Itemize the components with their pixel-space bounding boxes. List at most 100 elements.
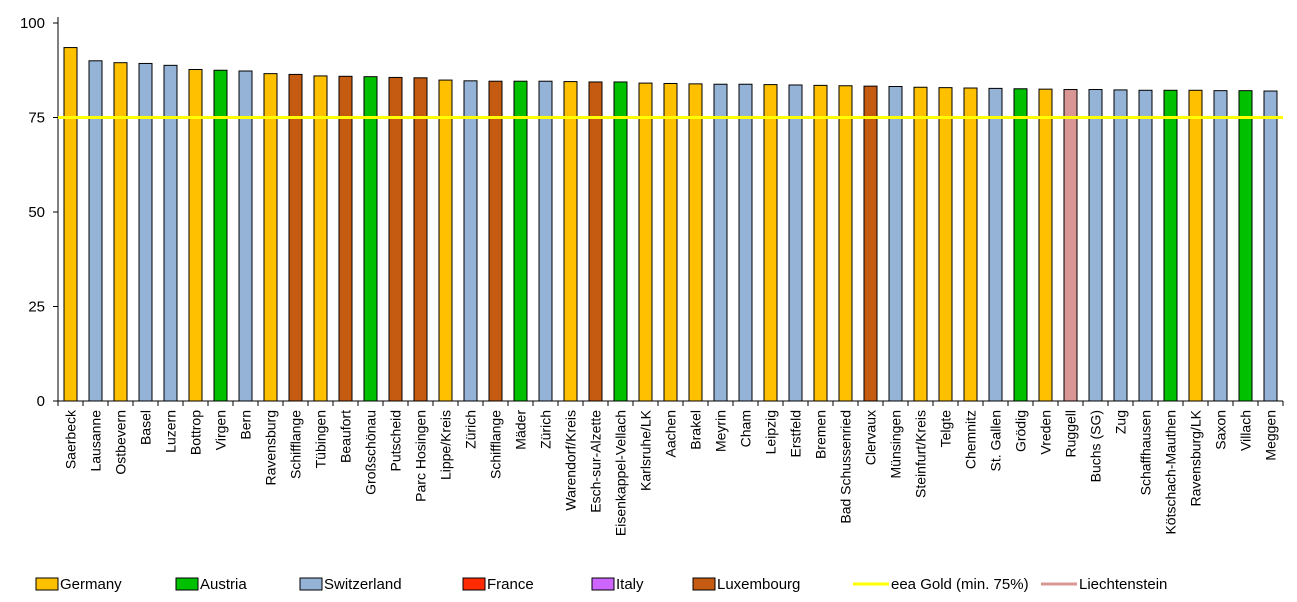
legend-swatch bbox=[692, 577, 716, 591]
x-tick-label: Lippe/Kreis bbox=[438, 410, 454, 480]
bar bbox=[463, 80, 478, 402]
legend-label: eea Gold (min. 75%) bbox=[891, 576, 1029, 593]
x-tick-label: Saxon bbox=[1213, 410, 1229, 450]
x-tick-label: Leipzig bbox=[763, 410, 779, 454]
x-tick-label: Bottrop bbox=[188, 410, 204, 455]
legend-swatch bbox=[591, 577, 615, 591]
x-tick-label: Münsingen bbox=[888, 410, 904, 479]
bar bbox=[88, 60, 103, 402]
bar bbox=[863, 85, 878, 402]
x-tick-label: Saerbeck bbox=[63, 409, 79, 469]
x-tick-label: Warendorf/Kreis bbox=[563, 410, 579, 511]
bar bbox=[363, 76, 378, 402]
x-tick-label: Schifflange bbox=[488, 410, 504, 479]
legend-item: Austria bbox=[175, 576, 247, 593]
x-tick-label: Kötschach-Mauthen bbox=[1163, 410, 1179, 535]
y-axis: 0 25 50 75 100 bbox=[20, 15, 59, 410]
x-tick-label: Aachen bbox=[663, 410, 679, 457]
x-tick-label: Ravensburg/LK bbox=[1188, 409, 1204, 506]
bar bbox=[713, 83, 728, 402]
bar bbox=[1238, 90, 1253, 402]
legend-item: eea Gold (min. 75%) bbox=[853, 576, 1029, 593]
y-tick-label: 100 bbox=[20, 15, 45, 32]
legend-label: Liechtenstein bbox=[1079, 576, 1167, 593]
bar bbox=[1188, 89, 1203, 402]
legend-item: Luxembourg bbox=[692, 576, 800, 593]
legend-label: Austria bbox=[200, 576, 247, 593]
x-tick-label: Zug bbox=[1113, 410, 1129, 434]
bar bbox=[1013, 88, 1028, 402]
bar bbox=[288, 73, 303, 402]
x-tick-label: Bremen bbox=[813, 410, 829, 459]
bar bbox=[213, 69, 228, 402]
legend-label: Switzerland bbox=[324, 576, 402, 593]
bar bbox=[313, 75, 328, 402]
bar bbox=[63, 47, 78, 402]
bar bbox=[513, 80, 528, 402]
x-tick-label: Ostbevern bbox=[113, 410, 129, 475]
legend-swatch bbox=[299, 577, 323, 591]
x-tick-label: Bern bbox=[238, 410, 254, 440]
bar bbox=[563, 81, 578, 402]
bar bbox=[538, 80, 553, 402]
x-tick-label: Basel bbox=[138, 410, 154, 445]
bar bbox=[413, 77, 428, 402]
x-tick-label: Tübingen bbox=[313, 410, 329, 468]
x-tick-label: Clervaux bbox=[863, 410, 879, 465]
bar bbox=[1113, 89, 1128, 402]
bar bbox=[1213, 90, 1228, 402]
bar bbox=[988, 87, 1003, 402]
legend-label: France bbox=[487, 576, 534, 593]
bar bbox=[1063, 89, 1078, 402]
legend-swatch bbox=[462, 577, 486, 591]
x-tick-label: Ravensburg bbox=[263, 410, 279, 486]
x-tick-label: Bad Schussenried bbox=[838, 410, 854, 524]
x-tick-label: Ruggell bbox=[1063, 410, 1079, 457]
bar bbox=[663, 82, 678, 402]
legend-item: Italy bbox=[591, 576, 644, 593]
y-tick-label: 50 bbox=[28, 204, 45, 221]
x-tick-label: Grödig bbox=[1013, 410, 1029, 452]
bar bbox=[1163, 89, 1178, 402]
bar bbox=[588, 81, 603, 402]
x-tick-label: Cham bbox=[738, 410, 754, 447]
x-tick-label: Großschönau bbox=[363, 410, 379, 495]
legend-label: Germany bbox=[60, 576, 122, 593]
bar bbox=[963, 87, 978, 402]
bar bbox=[913, 86, 928, 402]
bar bbox=[938, 87, 953, 402]
legend-label: Italy bbox=[616, 576, 644, 593]
x-tick-label: Telgte bbox=[938, 410, 954, 448]
x-tick-label: Karlsruhe/LK bbox=[638, 409, 654, 491]
bar bbox=[188, 68, 203, 402]
legend-swatch bbox=[35, 577, 59, 591]
x-tick-label: Vreden bbox=[1038, 410, 1054, 455]
bar bbox=[138, 62, 153, 402]
bar bbox=[763, 84, 778, 402]
bar bbox=[163, 64, 178, 402]
bar bbox=[263, 73, 278, 402]
x-tick-label: Chemnitz bbox=[963, 410, 979, 469]
legend-item: Switzerland bbox=[299, 576, 402, 593]
x-axis: Saerbeck Lausanne Ostbevern Basel Luzern Bott… bbox=[57, 400, 1284, 536]
bar bbox=[613, 81, 628, 402]
bar bbox=[238, 70, 253, 402]
bar bbox=[338, 75, 353, 402]
x-tick-label: Villach bbox=[1238, 410, 1254, 451]
x-tick-label: Meggen bbox=[1263, 410, 1279, 461]
x-tick-label: Parc Hosingen bbox=[413, 410, 429, 502]
bar bbox=[813, 84, 828, 402]
bar bbox=[738, 83, 753, 402]
legend-item: France bbox=[462, 576, 534, 593]
x-tick-label: Zürich bbox=[463, 410, 479, 449]
x-tick-label: Esch-sur-Alzette bbox=[588, 410, 604, 513]
legend-swatch bbox=[175, 577, 199, 591]
y-tick-label: 75 bbox=[28, 110, 45, 127]
bar bbox=[688, 83, 703, 402]
y-tick-label: 0 bbox=[37, 393, 45, 410]
x-tick-label: Putscheid bbox=[388, 410, 404, 471]
x-tick-label: Brakel bbox=[688, 410, 704, 450]
bar bbox=[888, 86, 903, 402]
